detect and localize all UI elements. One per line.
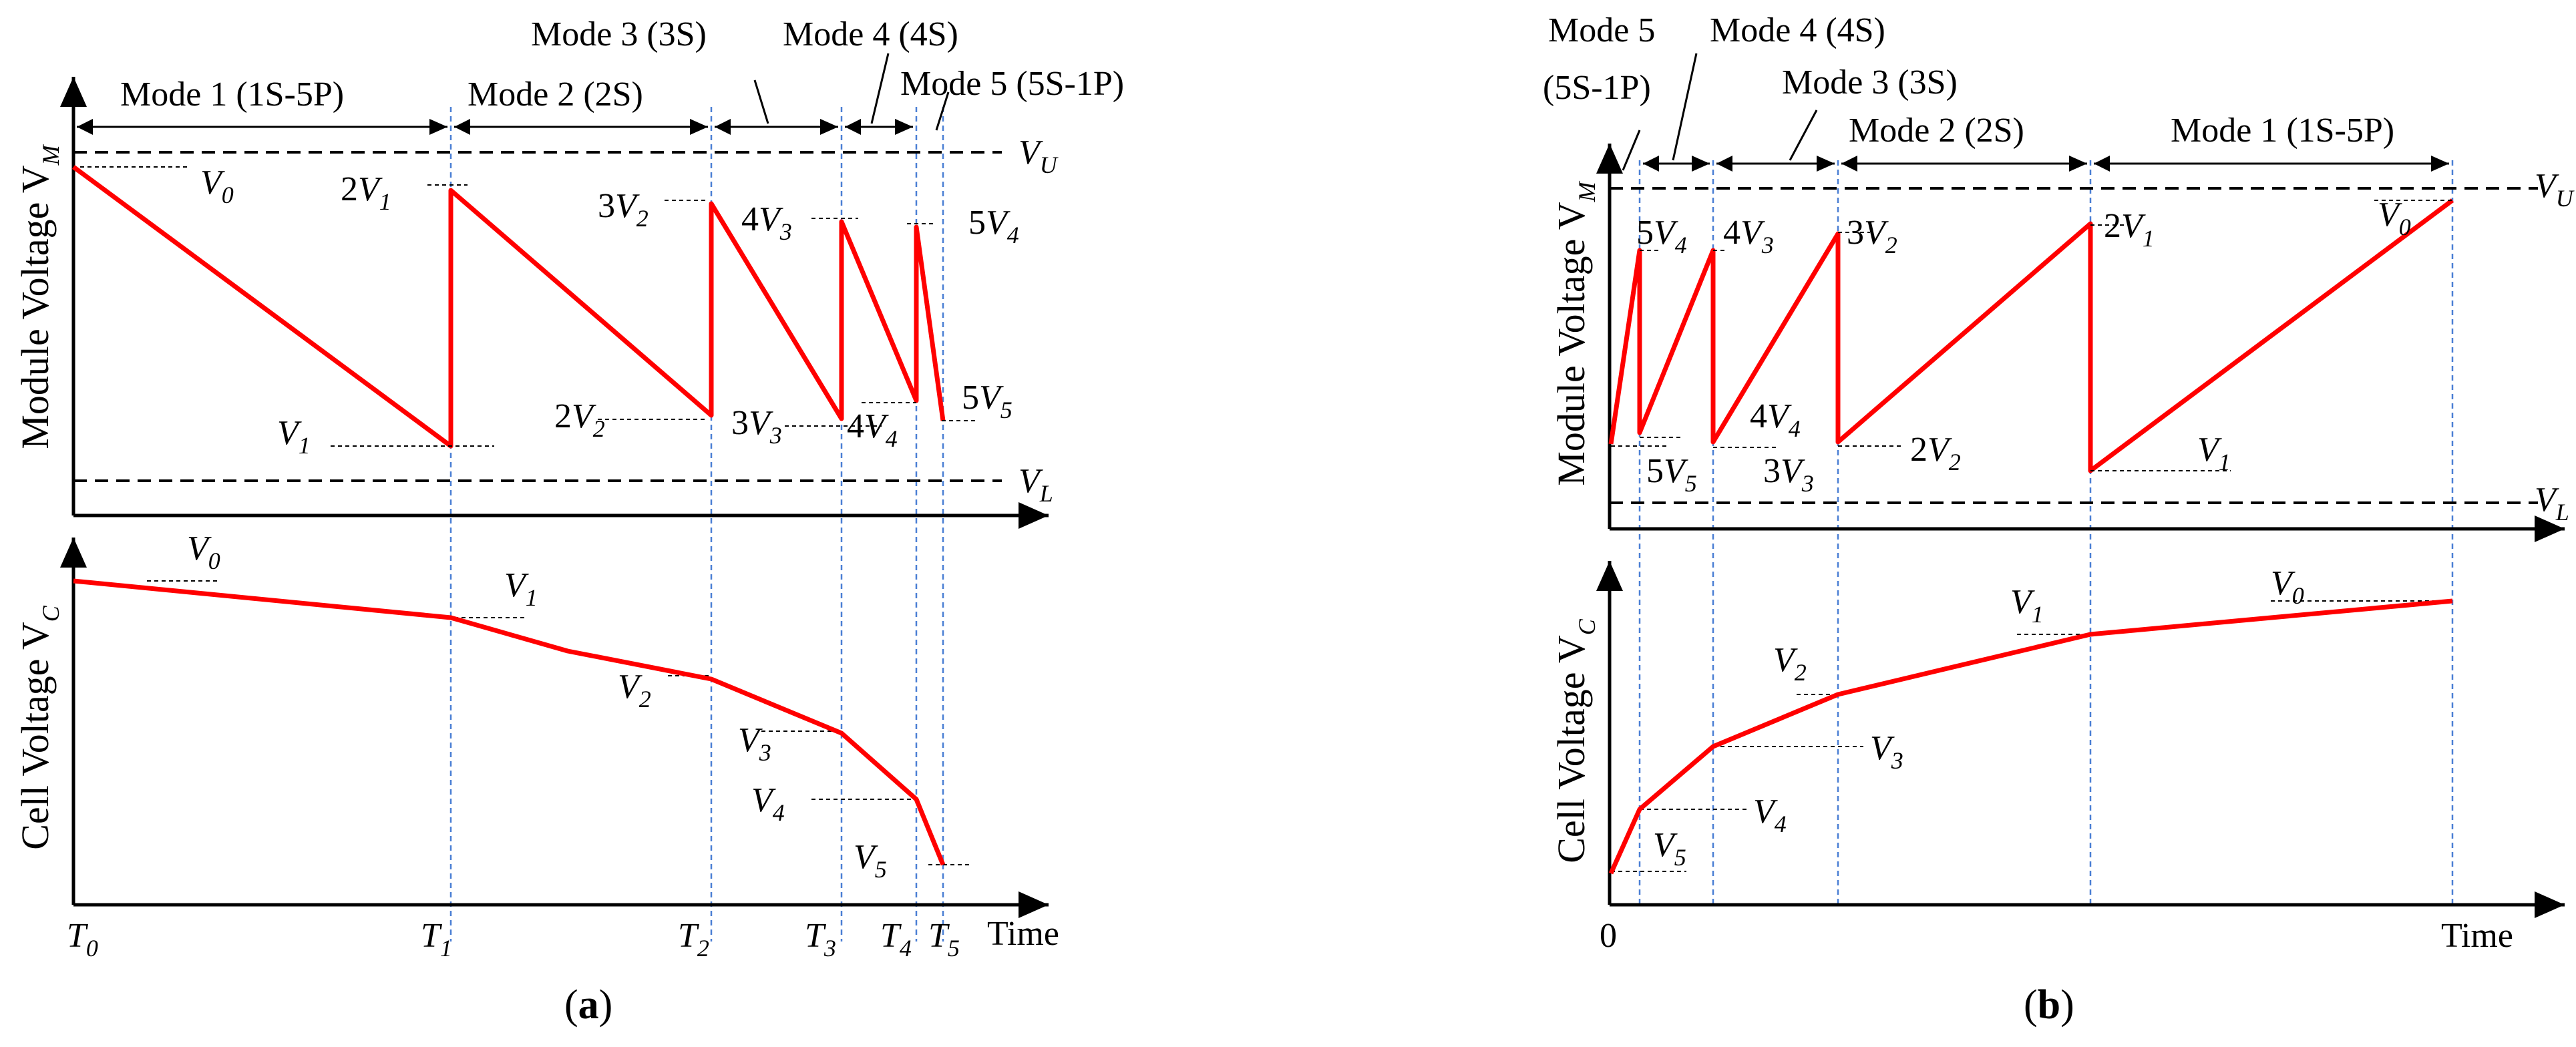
b-module-label-v0: V0 [2378, 196, 2411, 240]
b-module-label-v1: V1 [2197, 431, 2231, 475]
leader-b-mode3 [1789, 110, 1818, 161]
mode-4-label: Mode 4 (4S) [783, 15, 958, 53]
b-cell-label-v2: V2 [1773, 641, 1807, 686]
module-voltage-axis-title: Module Voltage VM [13, 144, 64, 449]
module-label-4v4: 4V4 [847, 407, 898, 452]
b-mode-5-label: Mode 5 [1548, 11, 1655, 49]
b-lower-limit-label: VL [2535, 481, 2569, 526]
panel-b-mode-arrows [1622, 53, 2449, 172]
b-mode-4-label: Mode 4 (4S) [1710, 11, 1885, 49]
panel-a: VU VL Mode 1 (1S-5P) Mode 2 (2S) Mode 3 … [13, 15, 1124, 1028]
cell-voltage-curve [73, 578, 946, 866]
panel-b-caption: (b) [2024, 982, 2074, 1028]
lower-limit-label: VL [1019, 462, 1053, 507]
module-label-5v4: 5V4 [968, 204, 1019, 248]
b-upper-limit-label: VU [2535, 167, 2575, 212]
module-label-2v1: 2V1 [341, 170, 391, 215]
panel-a-value-leaders [80, 166, 975, 865]
cell-label-v4: V4 [751, 781, 785, 826]
b-module-label-5v5: 5V5 [1646, 452, 1697, 497]
cell-label-v2: V2 [618, 668, 651, 712]
b-mode-5-sub-label: (5S-1P) [1543, 69, 1651, 107]
b-cell-voltage-axis-title: Cell Voltage VC [1549, 618, 1600, 863]
leader-b-mode4 [1672, 53, 1698, 161]
mode-2-label: Mode 2 (2S) [468, 75, 643, 114]
b-mode-2-label: Mode 2 (2S) [1849, 112, 2024, 150]
cell-label-v3: V3 [738, 721, 771, 766]
b-origin-label: 0 [1600, 917, 1617, 955]
panel-a-time-label: Time [987, 915, 1059, 953]
leader-b-mode5 [1622, 130, 1641, 171]
panel-b-limits [1610, 187, 2538, 504]
time-tick-t3: T3 [805, 917, 836, 962]
b-cell-label-v1: V1 [2010, 583, 2044, 628]
cell-label-v1: V1 [504, 566, 538, 611]
b-module-label-2v1: 2V1 [2104, 207, 2155, 252]
module-label-v1: V1 [277, 414, 311, 459]
panel-a-module-axes [60, 77, 1049, 529]
module-label-3v3: 3V3 [731, 404, 782, 449]
b-module-label-3v2: 3V2 [1847, 214, 1897, 258]
panel-b: VU VL Mode 5 (5S-1P) Mode 4 (4S) Mode 3 … [1543, 11, 2575, 1028]
panel-a-time-guides [449, 107, 944, 941]
b-cell-voltage-curve [1608, 598, 2453, 875]
mode-3-label: Mode 3 (3S) [531, 15, 707, 53]
panel-a-mode-arrows [77, 53, 950, 135]
time-tick-t4: T4 [880, 917, 912, 962]
panel-b-module-axes [1596, 144, 2565, 542]
b-module-label-2v2: 2V2 [1910, 431, 1961, 475]
leader-mode5 [935, 91, 950, 131]
b-time-label: Time [2441, 917, 2513, 955]
panel-b-cell-axes [1596, 561, 2565, 918]
cell-label-v5: V5 [854, 838, 887, 883]
b-module-label-3v3: 3V3 [1763, 452, 1814, 497]
leader-mode3 [753, 79, 769, 124]
module-label-5v5: 5V5 [962, 379, 1013, 423]
module-label-3v2: 3V2 [598, 187, 649, 232]
b-cell-label-v4: V4 [1753, 793, 1787, 837]
b-mode-3-label: Mode 3 (3S) [1782, 63, 1958, 101]
b-cell-label-v5: V5 [1653, 826, 1686, 871]
panel-a-cell-axes [60, 538, 1049, 918]
b-module-label-4v4: 4V4 [1750, 397, 1801, 442]
module-voltage-curve [71, 165, 946, 449]
time-tick-t2: T2 [678, 917, 709, 962]
b-cell-label-v0: V0 [2271, 564, 2304, 609]
module-label-4v3: 4V3 [741, 200, 792, 245]
b-module-label-5v4: 5V4 [1636, 214, 1687, 258]
time-tick-t1: T1 [421, 917, 452, 962]
time-tick-t0: T0 [67, 917, 98, 962]
panel-b-value-leaders [1611, 200, 2452, 872]
cell-label-v0: V0 [187, 530, 220, 574]
b-module-voltage-curve [1608, 198, 2454, 473]
b-cell-label-v3: V3 [1870, 729, 1903, 774]
time-tick-t5: T5 [928, 917, 960, 962]
cell-voltage-axis-title: Cell Voltage VC [13, 605, 64, 850]
b-mode-1-label: Mode 1 (1S-5P) [2171, 112, 2394, 150]
b-module-label-4v3: 4V3 [1723, 214, 1774, 258]
module-label-v0: V0 [200, 164, 234, 208]
b-module-voltage-axis-title: Module Voltage VM [1549, 180, 1600, 485]
module-label-2v2: 2V2 [554, 397, 605, 442]
mode-1-label: Mode 1 (1S-5P) [120, 75, 344, 114]
leader-mode4 [870, 53, 890, 124]
panel-a-limits [73, 151, 1002, 482]
upper-limit-label: VU [1019, 134, 1059, 178]
mode-5-label: Mode 5 (5S-1P) [900, 65, 1124, 103]
panel-a-caption: (a) [564, 982, 612, 1028]
